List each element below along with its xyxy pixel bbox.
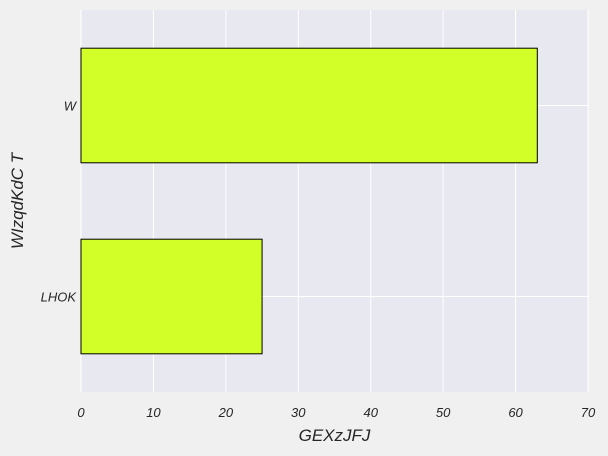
y-tick-labels: LHOK W [41,99,78,305]
x-tick-labels: 0 10 20 30 40 50 60 70 [77,405,596,420]
x-tick-label: 50 [436,405,451,420]
x-axis-label: GEXzJFJ [299,426,371,445]
bar-w [80,47,538,164]
bar-lhok [80,238,263,355]
x-tick-label: 40 [363,405,378,420]
x-tick-label: 60 [508,405,523,420]
x-tick-label: 20 [218,405,234,420]
x-tick-label: 0 [77,405,85,420]
x-tick-label: 10 [146,405,161,420]
y-tick-label: W [64,99,78,114]
x-tick-label: 70 [581,405,596,420]
y-axis-label: WIzqdKdC T [8,151,27,249]
bars [80,47,538,355]
x-tick-label: 30 [291,405,306,420]
y-tick-label: LHOK [41,290,78,305]
